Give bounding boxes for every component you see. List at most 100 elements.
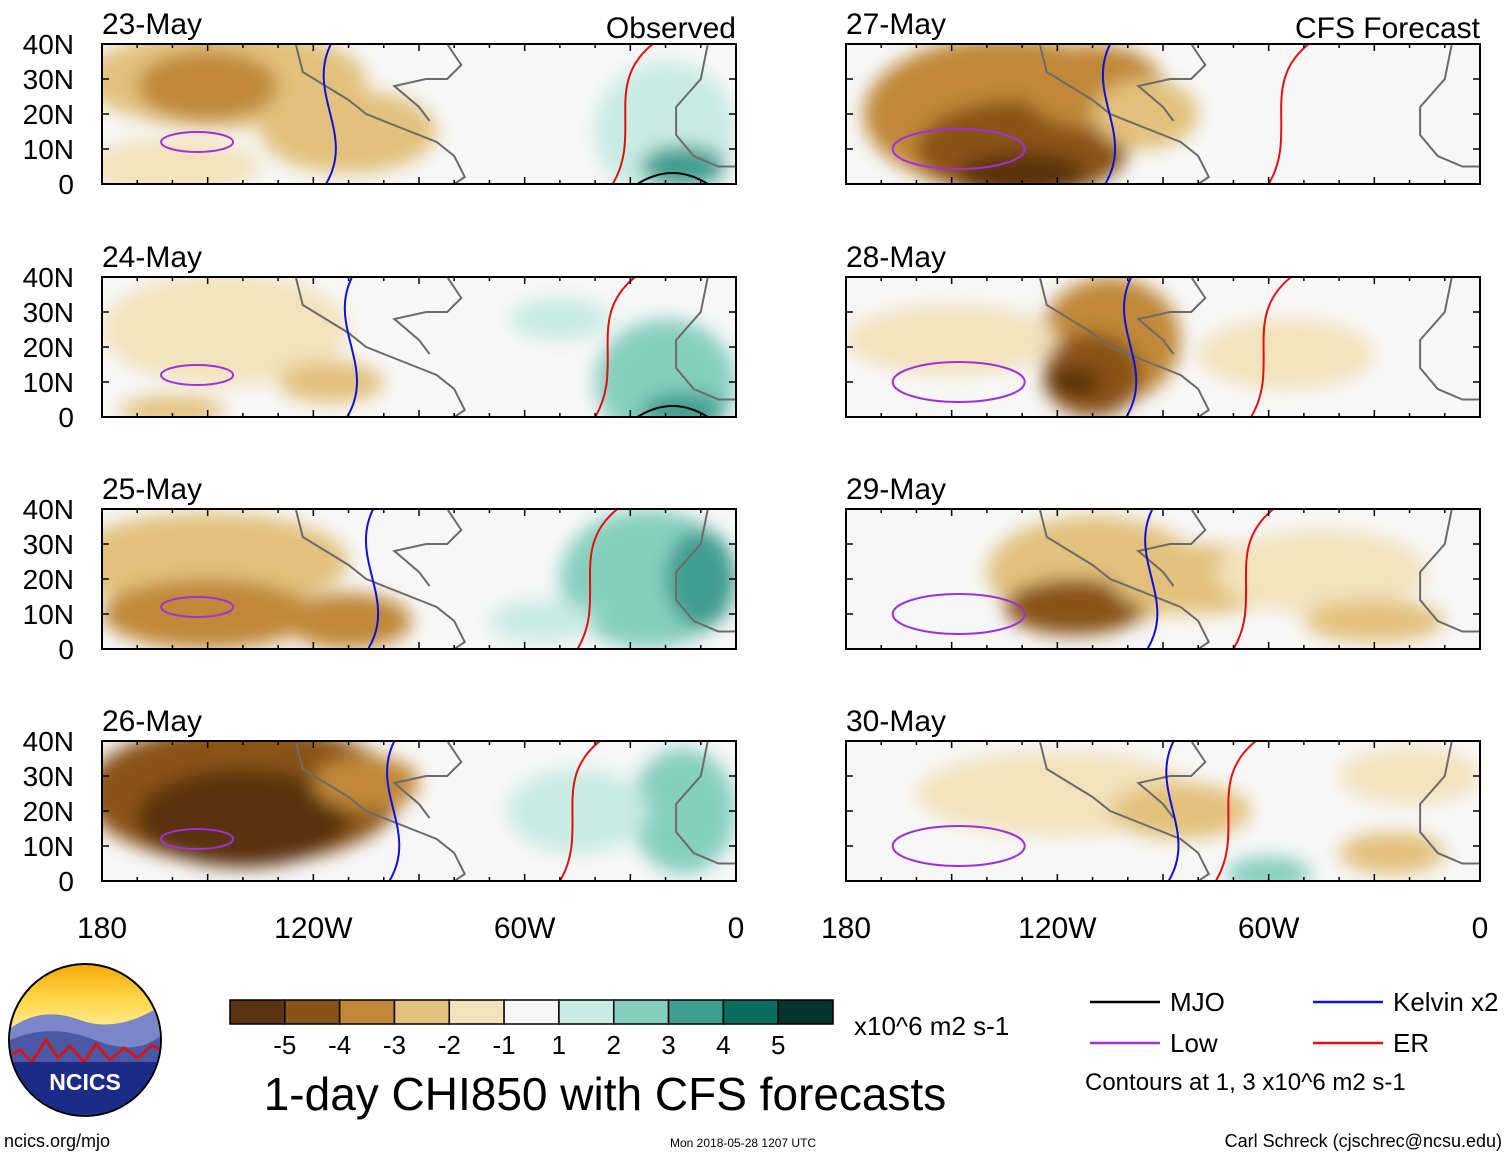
anomaly-blob: [1004, 579, 1146, 635]
panel-27-May: 27-May CFS Forecast: [845, 8, 1481, 185]
y-tick-label: 20N: [23, 99, 74, 130]
er-contour: [559, 741, 601, 881]
legend-label: MJO: [1170, 987, 1225, 1017]
kelvin-contour: [322, 44, 337, 184]
coastline-americas: [294, 277, 467, 417]
colorbar-label: 3: [661, 1030, 675, 1060]
anomaly-field: [102, 277, 736, 417]
y-tick-label: 40N: [23, 262, 74, 293]
coastline-americas: [1038, 509, 1211, 649]
y-tick-label: 30N: [23, 529, 74, 560]
colorbar-label: 5: [771, 1030, 785, 1060]
x-tick-label: 120W: [1018, 912, 1097, 945]
panel-date: 27-May: [846, 8, 946, 41]
anomaly-blob: [1226, 856, 1311, 881]
colorbar-units: x10^6 m2 s-1: [854, 1011, 1009, 1041]
footer-timestamp: Mon 2018-05-28 1207 UTC: [670, 1136, 817, 1150]
panel-26-May: 40N 30N 20N 10N 0 26-May: [23, 705, 737, 897]
coastline-africa: [675, 509, 736, 633]
panel-30-May: 30-May: [845, 705, 1481, 882]
coastline-gulf: [392, 277, 463, 355]
anomaly-blob: [260, 89, 437, 174]
er-contour: [594, 277, 636, 417]
panel-29-May: 29-May: [845, 473, 1481, 650]
anomaly-blob: [1339, 832, 1445, 874]
x-tick-label: 0: [1472, 912, 1489, 945]
y-tick-label: 30N: [23, 297, 74, 328]
x-tick-label: 120W: [274, 912, 353, 945]
low-contour: [160, 131, 235, 153]
y-tick-label: 20N: [23, 332, 74, 363]
y-tick-label: 0: [58, 169, 74, 200]
colorbar-swatch: [722, 999, 779, 1025]
anomaly-field: [891, 741, 1480, 881]
ncics-logo[interactable]: NCICS: [0, 960, 170, 1120]
colorbar-swatch: [503, 999, 560, 1025]
y-tick-label: 0: [58, 402, 74, 433]
coastline-gulf: [1136, 44, 1207, 122]
coastline-africa: [1419, 277, 1480, 401]
y-tick-label: 40N: [23, 29, 74, 60]
er-contour: [611, 44, 654, 184]
anomaly-blob: [1339, 748, 1480, 804]
low-contour: [891, 593, 1026, 635]
anomaly-field: [102, 509, 736, 649]
colorbar-label: -1: [493, 1030, 516, 1060]
coastline-africa: [1419, 44, 1480, 168]
anomaly-blob: [278, 361, 384, 403]
panel-date: 28-May: [846, 241, 946, 274]
anomaly-blob: [1198, 319, 1375, 389]
panel-date: 24-May: [102, 241, 202, 274]
y-tick-label: 40N: [23, 494, 74, 525]
colorbar-label: 2: [606, 1030, 620, 1060]
kelvin-contour: [1101, 44, 1116, 184]
coastline-gulf: [1136, 277, 1207, 355]
low-contour: [891, 825, 1026, 867]
column-label: CFS Forecast: [1295, 12, 1481, 45]
anomaly-blob: [285, 593, 412, 649]
coastline-africa: [675, 44, 736, 168]
colorbar-swatch: [338, 999, 396, 1025]
panel-28-May: 28-May: [845, 241, 1481, 418]
colorbar-label: -5: [273, 1030, 296, 1060]
coastline-americas: [1038, 44, 1211, 184]
figure-title: 1-day CHI850 with CFS forecasts: [264, 1068, 947, 1120]
panel-date: 23-May: [102, 8, 202, 41]
panel-25-May: 40N 30N 20N 10N 0 25-May: [23, 473, 737, 665]
kelvin-contour: [1144, 509, 1159, 649]
er-contour: [576, 509, 619, 649]
anomaly-field: [102, 741, 736, 881]
kelvin-contour: [364, 509, 380, 649]
anomaly-blob: [119, 396, 226, 417]
panel-date: 26-May: [102, 705, 202, 738]
colorbar-swatch: [284, 999, 341, 1025]
contour-note: Contours at 1, 3 x10^6 m2 s-1: [1085, 1069, 1406, 1096]
coastline-americas: [1038, 277, 1211, 417]
er-contour: [1214, 741, 1257, 881]
kelvin-contour: [1165, 741, 1180, 881]
coastline-africa: [675, 741, 736, 865]
anomaly-blob: [489, 600, 596, 642]
y-tick-label: 30N: [23, 64, 74, 95]
footer-url[interactable]: ncics.org/mjo: [4, 1131, 111, 1151]
colorbar-label: -4: [328, 1030, 351, 1060]
coastline-americas: [1038, 741, 1211, 881]
y-tick-label: 20N: [23, 564, 74, 595]
colorbar-label: -3: [383, 1030, 406, 1060]
coastline-africa: [675, 277, 736, 401]
anomaly-blob: [1215, 530, 1428, 614]
y-tick-label: 10N: [23, 831, 74, 862]
legend: MJO Kelvin x2 Low ER: [1090, 987, 1499, 1058]
anomaly-blob: [640, 392, 726, 417]
coastline-gulf: [392, 509, 463, 587]
colorbar-label: 1: [552, 1030, 566, 1060]
y-tick-label: 40N: [23, 726, 74, 757]
legend-label: Kelvin x2: [1393, 987, 1499, 1017]
anomaly-blob: [1303, 600, 1445, 642]
y-tick-label: 30N: [23, 761, 74, 792]
coastline-americas: [294, 741, 467, 881]
panel-23-May: 40N 30N 20N 10N 0 23-May Observed: [23, 8, 737, 200]
y-tick-label: 10N: [23, 367, 74, 398]
low-contour: [160, 364, 235, 386]
